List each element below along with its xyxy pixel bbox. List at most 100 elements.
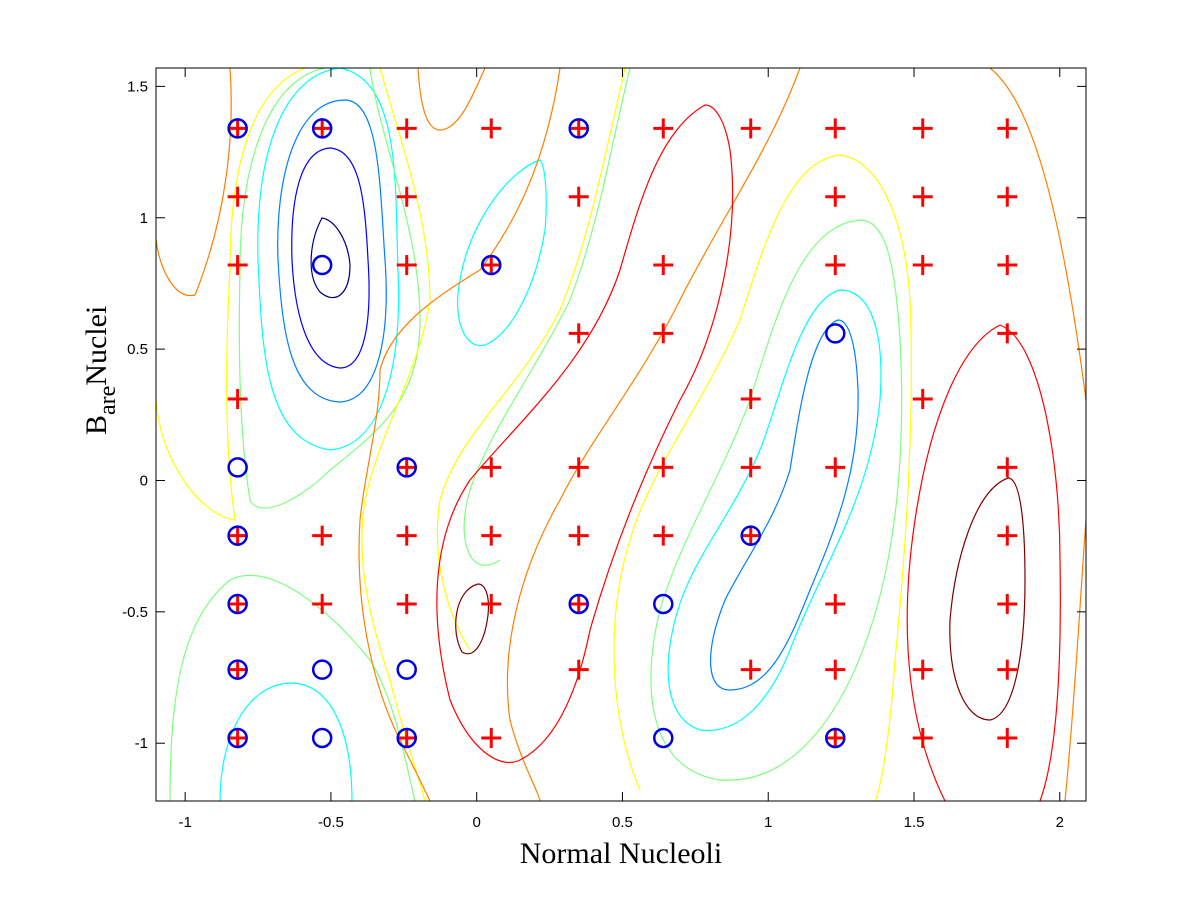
contour-line — [949, 477, 1026, 721]
plus-marker — [740, 118, 761, 139]
contour-line — [219, 682, 353, 801]
plus-marker — [481, 457, 502, 478]
y-axis-label-sub: are — [95, 386, 121, 415]
contour-line — [361, 68, 431, 801]
plus-marker — [396, 118, 417, 139]
circle-marker — [227, 659, 248, 680]
contour-line — [277, 99, 387, 403]
plus-marker — [227, 593, 248, 614]
circle-marker — [396, 457, 417, 478]
x-tick-label: 2 — [1056, 814, 1064, 831]
plus-marker — [481, 727, 502, 748]
contour-line — [257, 68, 400, 451]
plus-marker — [568, 457, 589, 478]
plus-marker — [997, 255, 1018, 276]
plus-marker — [568, 593, 589, 614]
plus-marker — [227, 186, 248, 207]
plus-marker — [825, 593, 846, 614]
contour-line — [613, 154, 841, 791]
plus-marker — [653, 255, 674, 276]
y-axis-label-rest: Nuclei — [80, 306, 113, 386]
plus-marker — [227, 389, 248, 410]
plus-marker — [997, 323, 1018, 344]
plus-marker — [568, 525, 589, 546]
x-tick-label: -0.5 — [318, 814, 344, 831]
x-axis-label: Normal Nucleoli — [520, 837, 722, 870]
y-tick-label: 0.5 — [127, 341, 148, 358]
plus-marker — [997, 593, 1018, 614]
contour-line — [156, 68, 306, 521]
y-axis-label: BareNuclei — [80, 306, 121, 435]
y-tick-label: -1 — [135, 735, 148, 752]
circle-marker — [227, 118, 248, 139]
x-tick-label: 1.5 — [904, 814, 925, 831]
plus-marker — [912, 255, 933, 276]
contour-line — [906, 324, 1001, 801]
contour-line — [436, 104, 734, 764]
plus-marker — [912, 727, 933, 748]
plus-marker — [653, 323, 674, 344]
plus-marker — [825, 118, 846, 139]
contour-line — [650, 219, 903, 781]
contour-line — [1064, 519, 1086, 801]
plus-marker — [227, 727, 248, 748]
contour-line — [989, 68, 1086, 401]
contour-line — [455, 583, 490, 655]
x-tick-label: 0.5 — [612, 814, 633, 831]
contour-line — [169, 574, 416, 801]
plus-marker — [653, 118, 674, 139]
y-ticks: -1 -0.5 0 0.5 1 1.5 — [122, 78, 1086, 752]
contour-line — [238, 68, 421, 509]
plus-marker — [997, 186, 1018, 207]
circle-marker — [227, 727, 248, 749]
plus-marker — [825, 659, 846, 680]
plus-marker — [227, 118, 248, 139]
plus-marker — [227, 255, 248, 276]
plus-marker — [312, 118, 333, 139]
plus-marker — [912, 118, 933, 139]
plus-marker — [312, 593, 333, 614]
x-tick-label: -1 — [178, 814, 191, 831]
plus-marker — [396, 593, 417, 614]
plus-marker — [740, 457, 761, 478]
plus-marker — [997, 727, 1018, 748]
y-tick-label: 1 — [140, 210, 148, 227]
contour-line — [436, 68, 626, 651]
plus-marker — [653, 525, 674, 546]
plus-marker — [997, 457, 1018, 478]
plus-marker — [481, 525, 502, 546]
plus-marker — [912, 186, 933, 207]
circle-marker — [311, 659, 333, 680]
contour-line — [709, 319, 859, 691]
contour-line — [839, 154, 912, 801]
plus-marker — [481, 118, 502, 139]
plus-marker — [568, 659, 589, 680]
circle-marker — [568, 118, 589, 139]
circle-marker — [825, 727, 846, 749]
plus-marker — [481, 593, 502, 614]
x-tick-label: 0 — [473, 814, 481, 831]
plus-markers — [227, 118, 1018, 748]
plot-frame — [155, 67, 1087, 802]
contour-line — [999, 324, 1061, 801]
y-tick-label: -0.5 — [122, 604, 148, 621]
contour-line — [506, 68, 801, 801]
circle-marker — [653, 593, 674, 615]
plus-marker — [568, 186, 589, 207]
plus-marker — [396, 525, 417, 546]
plus-marker — [568, 323, 589, 344]
plus-marker — [740, 525, 761, 546]
contour-line — [291, 147, 370, 369]
plus-marker — [912, 389, 933, 410]
plus-marker — [997, 659, 1018, 680]
y-tick-label: 1.5 — [127, 78, 148, 95]
y-tick-label: 0 — [140, 472, 148, 489]
circle-marker — [396, 659, 417, 680]
contour-line — [667, 289, 882, 732]
plus-marker — [997, 525, 1018, 546]
circle-marker — [311, 254, 333, 276]
plus-marker — [740, 659, 761, 680]
plus-marker — [396, 186, 417, 207]
x-tick-label: 1 — [764, 814, 772, 831]
